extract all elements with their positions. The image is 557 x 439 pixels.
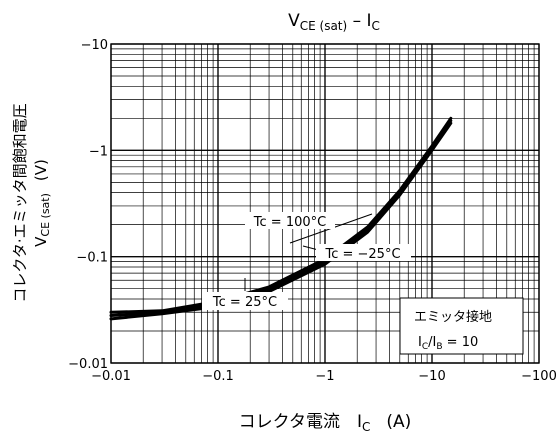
y-axis-label: コレクタ·エミッタ間飽和電圧 VCE (sat)(V) — [11, 103, 52, 302]
y-tick-label: −0.1 — [76, 251, 108, 266]
y-tick-label: −0.01 — [68, 357, 108, 372]
x-tick-label: −1 — [315, 369, 334, 384]
y-tick-label: −10 — [81, 38, 108, 53]
plot-frame — [110, 43, 540, 364]
annotation-tcm25-label: Tc = −25°C — [324, 247, 400, 262]
x-tick-label: −0.1 — [202, 369, 234, 384]
annotation-tc25-label: Tc = 25°C — [212, 295, 277, 310]
chart-title: VCE (sat) – IC — [288, 11, 380, 33]
series-line-2 — [109, 121, 453, 321]
annotation-tc100-label: Tc = 100°C — [253, 215, 326, 230]
annotation-tc25: Tc = 25°C — [202, 278, 288, 310]
annotation-tc100: Tc = 100°C — [245, 212, 373, 244]
x-tick-label: −10 — [418, 369, 445, 384]
y-tick-label: −1 — [89, 144, 108, 159]
condition-line2: IC/IB = 10 — [418, 335, 478, 352]
x-tick-label: −100 — [521, 369, 557, 384]
annotation-tcm25: Tc = −25°C — [302, 244, 411, 262]
x-tick-label: −0.01 — [91, 369, 131, 384]
x-tick-labels: −0.01 −0.1 −1 −10 −100 — [91, 369, 557, 384]
x-axis-label: コレクタ電流 IC (A) — [239, 412, 412, 434]
y-tick-labels: −10 −1 −0.1 −0.01 — [68, 38, 108, 372]
y-axis-label-line1: コレクタ·エミッタ間飽和電圧 — [11, 103, 29, 302]
condition-line1: エミッタ接地 — [414, 309, 492, 325]
condition-box: エミッタ接地 IC/IB = 10 — [399, 297, 524, 355]
y-axis-label-line2: VCE (sat)(V) — [32, 159, 52, 247]
